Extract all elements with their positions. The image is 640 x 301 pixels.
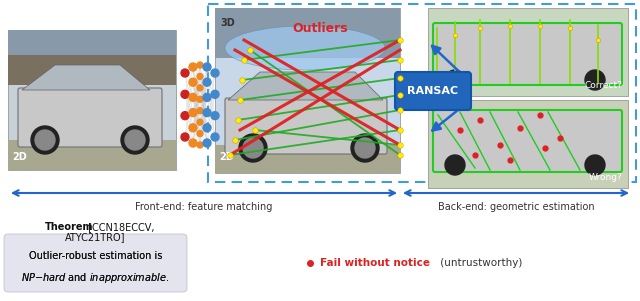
Circle shape	[181, 90, 189, 98]
Bar	[8, 238, 183, 288]
Text: Front-end: feature matching: Front-end: feature matching	[135, 202, 273, 212]
Circle shape	[197, 108, 203, 114]
FancyBboxPatch shape	[433, 110, 622, 172]
Text: 2D: 2D	[219, 152, 234, 162]
Circle shape	[197, 73, 203, 79]
Circle shape	[355, 138, 375, 158]
Ellipse shape	[225, 26, 385, 70]
Text: 2D: 2D	[12, 152, 27, 162]
Circle shape	[189, 139, 197, 147]
Bar	[215, 8, 400, 58]
Circle shape	[203, 78, 211, 86]
FancyBboxPatch shape	[433, 23, 622, 85]
Text: Wrong?: Wrong?	[588, 173, 622, 182]
Circle shape	[211, 133, 219, 141]
Circle shape	[189, 124, 197, 132]
Circle shape	[203, 124, 211, 132]
Text: Correct?: Correct?	[584, 81, 622, 90]
Circle shape	[203, 139, 211, 147]
Circle shape	[243, 138, 263, 158]
Circle shape	[211, 90, 219, 98]
Bar	[208, 4, 636, 182]
Circle shape	[189, 109, 197, 116]
Circle shape	[197, 119, 203, 125]
Circle shape	[189, 93, 197, 101]
Circle shape	[203, 63, 211, 71]
Circle shape	[125, 130, 145, 150]
Bar	[8, 55, 176, 85]
FancyBboxPatch shape	[395, 72, 471, 110]
Bar	[8, 30, 176, 75]
Circle shape	[351, 134, 379, 162]
Text: RANSAC: RANSAC	[408, 86, 459, 96]
Text: (untrustworthy): (untrustworthy)	[437, 258, 522, 268]
Bar	[215, 8, 400, 173]
Circle shape	[203, 109, 211, 116]
Circle shape	[181, 112, 189, 120]
Circle shape	[197, 96, 203, 102]
Circle shape	[35, 130, 55, 150]
Circle shape	[197, 85, 203, 91]
Bar	[8, 30, 176, 170]
Text: ATYC21TRO]: ATYC21TRO]	[65, 232, 125, 242]
Bar	[428, 100, 628, 188]
Text: Outlier-robust estimation is: Outlier-robust estimation is	[29, 251, 162, 261]
FancyBboxPatch shape	[18, 88, 162, 147]
Circle shape	[197, 142, 203, 148]
Bar	[215, 145, 400, 173]
Bar	[8, 140, 176, 170]
Circle shape	[445, 70, 465, 90]
Text: $\it{NP}$$\it{-hard}$ and $\it{inapproximable}$.: $\it{NP}$$\it{-hard}$ and $\it{inapproxi…	[21, 271, 170, 285]
Text: Outlier-robust estimation is: Outlier-robust estimation is	[29, 251, 162, 261]
Text: Theorem: Theorem	[45, 222, 93, 232]
Circle shape	[197, 131, 203, 137]
Circle shape	[181, 69, 189, 77]
Circle shape	[203, 93, 211, 101]
Circle shape	[197, 62, 203, 68]
Circle shape	[189, 78, 197, 86]
Text: Fail without notice: Fail without notice	[320, 258, 430, 268]
Text: Outlier-robust estimation is
NP-hard and inapproximable.: Outlier-robust estimation is NP-hard and…	[24, 251, 166, 275]
Circle shape	[121, 126, 149, 154]
Text: $\it{NP}$$\mathit{-hard}$ and $\mathit{inapproximable}$.: $\it{NP}$$\mathit{-hard}$ and $\mathit{i…	[21, 271, 170, 285]
FancyBboxPatch shape	[4, 234, 187, 292]
FancyBboxPatch shape	[225, 98, 387, 154]
Text: Back-end: geometric estimation: Back-end: geometric estimation	[438, 202, 595, 212]
Circle shape	[585, 155, 605, 175]
Circle shape	[585, 70, 605, 90]
Circle shape	[211, 69, 219, 77]
Bar	[428, 8, 628, 96]
Circle shape	[211, 112, 219, 120]
Circle shape	[181, 133, 189, 141]
Text: Outliers: Outliers	[292, 22, 348, 35]
Circle shape	[189, 63, 197, 71]
Text: 3D: 3D	[220, 18, 235, 28]
Polygon shape	[228, 72, 383, 100]
Circle shape	[445, 155, 465, 175]
Circle shape	[239, 134, 267, 162]
Circle shape	[31, 126, 59, 154]
Text: [CCN18ECCV,: [CCN18ECCV,	[85, 222, 154, 232]
Polygon shape	[22, 65, 150, 90]
